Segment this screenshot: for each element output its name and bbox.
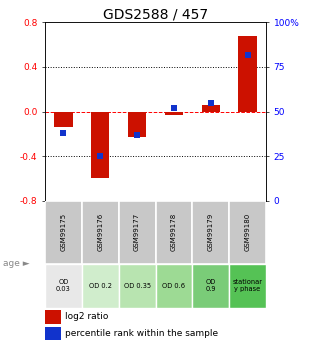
Text: GSM99175: GSM99175 xyxy=(61,213,67,252)
Bar xyxy=(192,201,229,264)
Text: GSM99178: GSM99178 xyxy=(171,213,177,252)
Bar xyxy=(82,264,119,308)
Text: log2 ratio: log2 ratio xyxy=(65,312,108,322)
Bar xyxy=(45,327,61,341)
Text: OD
0.03: OD 0.03 xyxy=(56,279,71,292)
Text: age ►: age ► xyxy=(3,259,30,268)
Bar xyxy=(192,264,229,308)
Bar xyxy=(45,201,82,264)
Bar xyxy=(45,264,82,308)
Bar xyxy=(128,111,146,137)
Text: stationar
y phase: stationar y phase xyxy=(233,279,262,292)
Text: GSM99177: GSM99177 xyxy=(134,213,140,252)
Text: percentile rank within the sample: percentile rank within the sample xyxy=(65,329,218,338)
Text: OD 0.35: OD 0.35 xyxy=(123,283,151,289)
Bar xyxy=(229,264,266,308)
Text: OD 0.2: OD 0.2 xyxy=(89,283,112,289)
Bar xyxy=(238,36,257,111)
Bar xyxy=(82,201,119,264)
Text: GSM99179: GSM99179 xyxy=(208,213,214,252)
Text: OD
0.9: OD 0.9 xyxy=(206,279,216,292)
Bar xyxy=(91,111,109,178)
Bar xyxy=(156,264,192,308)
Text: GSM99180: GSM99180 xyxy=(244,213,250,252)
Bar xyxy=(165,111,183,115)
Text: GSM99176: GSM99176 xyxy=(97,213,103,252)
Bar xyxy=(156,201,192,264)
Bar xyxy=(119,264,156,308)
Title: GDS2588 / 457: GDS2588 / 457 xyxy=(103,7,208,21)
Bar xyxy=(119,201,156,264)
Bar xyxy=(229,201,266,264)
Bar xyxy=(54,111,73,127)
Bar xyxy=(45,310,61,324)
Bar xyxy=(202,105,220,111)
Text: OD 0.6: OD 0.6 xyxy=(162,283,185,289)
